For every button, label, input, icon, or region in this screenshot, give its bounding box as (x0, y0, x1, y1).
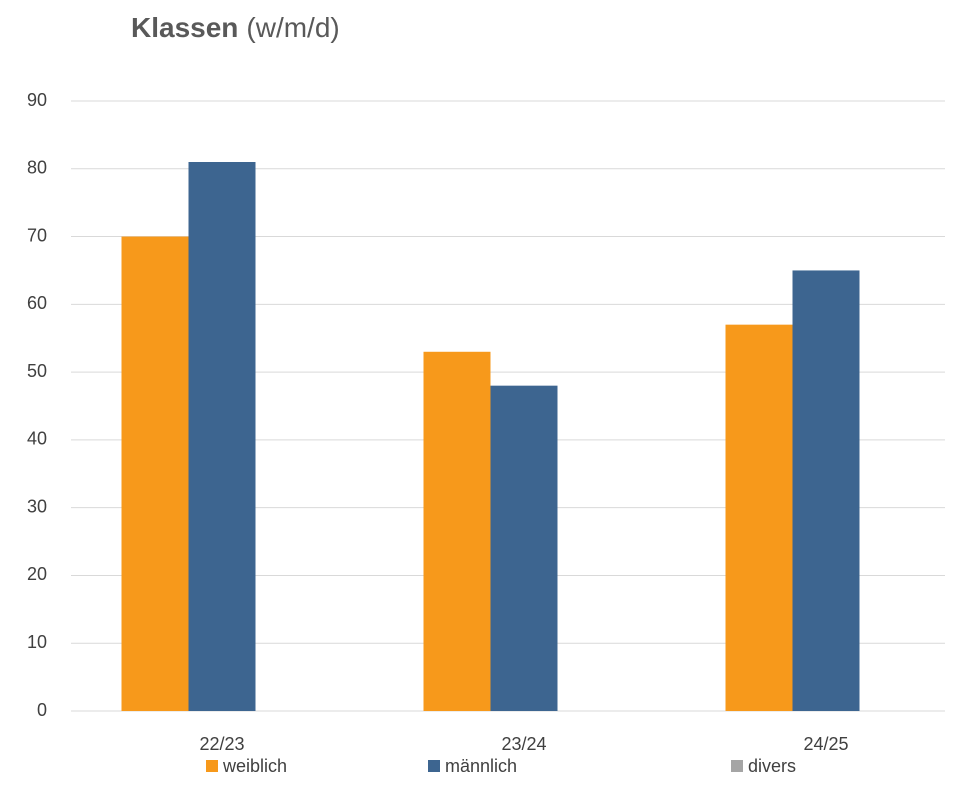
bar (725, 324, 793, 711)
bar (792, 270, 860, 711)
title-sub: (w/m/d) (246, 12, 339, 43)
y-tick-label: 30 (27, 496, 47, 516)
y-tick-label: 80 (27, 158, 47, 178)
x-tick-label: 22/23 (199, 734, 244, 754)
legend-label: männlich (445, 756, 517, 776)
bar (121, 236, 189, 712)
bar (423, 351, 491, 711)
y-tick-label: 0 (37, 700, 47, 720)
bar (188, 162, 256, 711)
x-tick-label: 24/25 (803, 734, 848, 754)
legend-swatch (206, 760, 218, 772)
legend-label: weiblich (222, 756, 287, 776)
legend-swatch (731, 760, 743, 772)
y-tick-label: 90 (27, 90, 47, 110)
legend-swatch (428, 760, 440, 772)
y-tick-label: 70 (27, 225, 47, 245)
legend-label: divers (748, 756, 796, 776)
y-tick-label: 20 (27, 564, 47, 584)
y-tick-label: 60 (27, 293, 47, 313)
y-tick-label: 10 (27, 632, 47, 652)
title-main: Klassen (131, 12, 238, 43)
y-tick-label: 40 (27, 429, 47, 449)
bar (490, 385, 558, 711)
y-tick-label: 50 (27, 361, 47, 381)
x-tick-label: 23/24 (501, 734, 546, 754)
chart-title: Klassen (w/m/d) (131, 12, 340, 43)
